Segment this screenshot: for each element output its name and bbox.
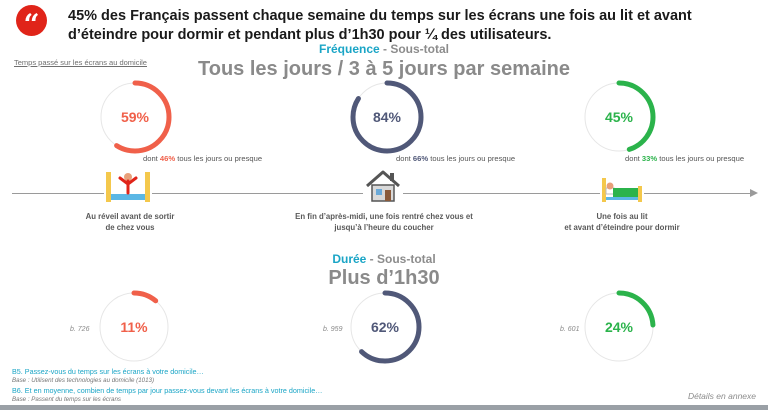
stage-label-2-line2: jusqu’à l’heure du coucher [334, 223, 434, 232]
headline: 45% des Français passent chaque semaine … [68, 8, 692, 43]
frequency-donut-1: 59% [98, 80, 172, 154]
frequency-donut-value-1: 59% [121, 109, 150, 125]
sub-note-3-prefix: dont [625, 154, 642, 163]
frequency-donut-arc-2 [350, 80, 424, 154]
sub-note-3: dont 33% tous les jours ou presque [625, 154, 744, 163]
sub-note-2-suffix: tous les jours ou presque [428, 154, 516, 163]
duration-section-label: Durée - Sous-total [0, 252, 768, 266]
quote-icon: “ [16, 5, 47, 41]
base-note-1: b. 726 [70, 326, 90, 333]
stage-label-2: En fin d’après-midi, une fois rentré che… [284, 211, 484, 233]
house-icon [363, 168, 403, 204]
side-caption: Temps passé sur les écrans au domicile [14, 58, 147, 67]
sub-note-1-value: 46% [159, 154, 176, 163]
person-in-bed-icon [600, 176, 644, 204]
duration-donut-value-1: 11% [120, 319, 148, 335]
frequency-title: Tous les jours / 3 à 5 jours par semaine [198, 58, 570, 80]
duration-donut-3: 24% [582, 290, 656, 364]
stage-label-1: Au réveil avant de sortir de chez vous [30, 211, 230, 233]
frequency-donut-value-3: 45% [605, 109, 634, 125]
base-note-2: b. 959 [323, 326, 343, 333]
sub-note-2-value: 66% [412, 154, 429, 163]
bottom-bar [0, 405, 768, 410]
sub-note-1: dont 46% tous les jours ou presque [143, 154, 262, 163]
sub-note-1-suffix: tous les jours ou presque [175, 154, 263, 163]
duration-label-suffix: - Sous-total [366, 252, 436, 266]
timeline-arrow-icon [750, 189, 758, 197]
footnote-base-2: Base : Passent du temps sur les écrans [12, 396, 122, 403]
stage-label-2-line1: En fin d’après-midi, une fois rentré che… [295, 212, 473, 221]
duration-donut-2: 62% [348, 290, 422, 364]
frequency-section-label: Fréquence - Sous-total [0, 42, 768, 56]
footnote-question-1: B5. Passez-vous du temps sur les écrans … [12, 367, 204, 376]
duration-donut-arc-1 [97, 290, 171, 364]
waking-person-icon [104, 170, 152, 206]
duration-donut-arc-2 [348, 290, 422, 364]
stage-label-3-line1: Une fois au lit [596, 212, 648, 221]
frequency-donut-arc-1 [98, 80, 172, 154]
duration-title: Plus d’1h30 [328, 267, 440, 289]
duration-donut-value-2: 62% [371, 319, 400, 335]
duration-label-accent: Durée [332, 252, 367, 266]
frequency-donut-arc-3 [582, 80, 656, 154]
duration-donut-arc-3 [582, 290, 656, 364]
footnote-question-2: B6. Et en moyenne, combien de temps par … [12, 386, 323, 395]
frequency-donut-3: 45% [582, 80, 656, 154]
sub-note-3-suffix: tous les jours ou presque [657, 154, 745, 163]
frequency-label-accent: Fréquence [318, 42, 380, 56]
base-note-3: b. 601 [560, 326, 580, 333]
stage-label-1-line1: Au réveil avant de sortir [85, 212, 175, 221]
frequency-donut-2: 84% [350, 80, 424, 154]
sub-note-2-prefix: dont [396, 154, 413, 163]
details-annex-link[interactable]: Détails en annexe [687, 391, 756, 401]
stage-label-3-line2: et avant d’éteindre pour dormir [564, 223, 680, 232]
stage-label-3: Une fois au lit et avant d’éteindre pour… [522, 211, 722, 233]
sub-note-2: dont 66% tous les jours ou presque [396, 154, 515, 163]
sub-note-3-value: 33% [641, 154, 658, 163]
footnote-base-1: Base : Utilisent des technologies au dom… [12, 377, 155, 384]
duration-donut-1: 11% [97, 290, 171, 364]
frequency-label-suffix: - Sous-total [379, 42, 449, 56]
frequency-donut-value-2: 84% [373, 109, 402, 125]
duration-donut-value-3: 24% [605, 319, 634, 335]
sub-note-1-prefix: dont [143, 154, 160, 163]
stage-label-1-line2: de chez vous [105, 223, 155, 232]
